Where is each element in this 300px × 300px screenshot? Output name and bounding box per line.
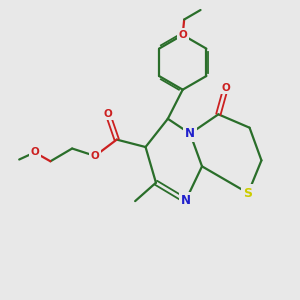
Text: O: O bbox=[103, 109, 112, 119]
Text: O: O bbox=[221, 82, 230, 93]
Text: O: O bbox=[30, 147, 39, 158]
Text: S: S bbox=[244, 187, 253, 200]
Text: N: N bbox=[181, 194, 191, 207]
Text: N: N bbox=[185, 127, 195, 140]
Text: O: O bbox=[91, 151, 99, 161]
Text: O: O bbox=[178, 30, 187, 40]
